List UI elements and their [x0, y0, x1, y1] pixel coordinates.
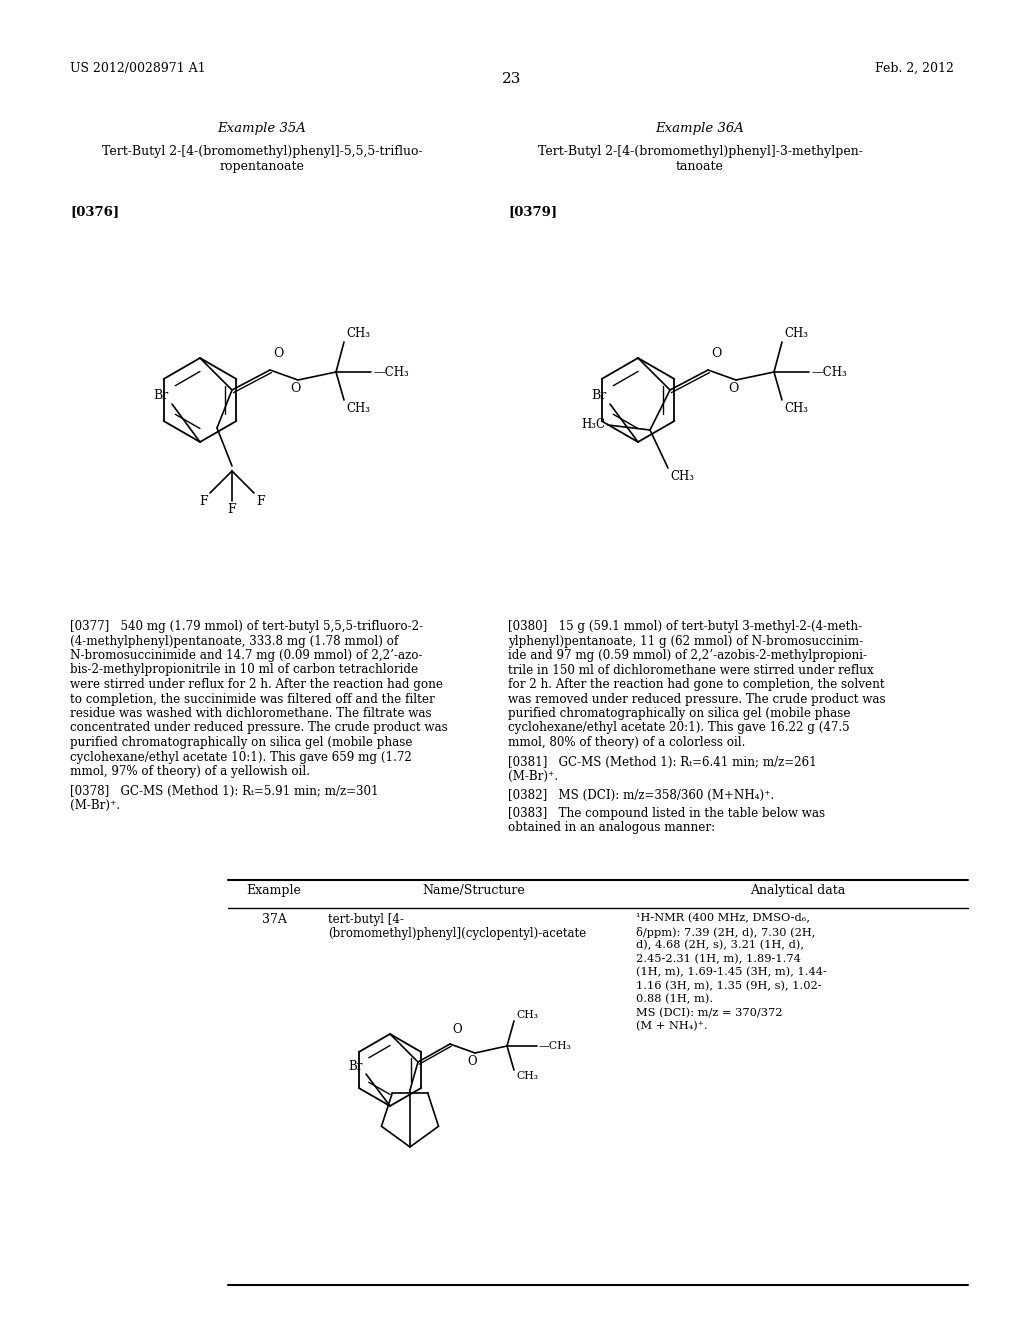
Text: CH₃: CH₃ [784, 403, 808, 414]
Text: F: F [227, 503, 237, 516]
Text: O: O [290, 381, 300, 395]
Text: ide and 97 mg (0.59 mmol) of 2,2’-azobis-2-methylpropioni-: ide and 97 mg (0.59 mmol) of 2,2’-azobis… [508, 649, 867, 663]
Text: —CH₃: —CH₃ [811, 366, 847, 379]
Text: to completion, the succinimide was filtered off and the filter: to completion, the succinimide was filte… [70, 693, 435, 705]
Text: (bromomethyl)phenyl](cyclopentyl)-acetate: (bromomethyl)phenyl](cyclopentyl)-acetat… [328, 927, 586, 940]
Text: —CH₃: —CH₃ [539, 1041, 571, 1051]
Text: Br: Br [348, 1060, 362, 1073]
Text: Feb. 2, 2012: Feb. 2, 2012 [876, 62, 954, 75]
Text: ¹H-NMR (400 MHz, DMSO-d₆,: ¹H-NMR (400 MHz, DMSO-d₆, [636, 913, 810, 924]
Text: 23: 23 [503, 73, 521, 86]
Text: obtained in an analogous manner:: obtained in an analogous manner: [508, 821, 715, 834]
Text: O: O [452, 1023, 462, 1036]
Text: 2.45-2.31 (1H, m), 1.89-1.74: 2.45-2.31 (1H, m), 1.89-1.74 [636, 953, 801, 964]
Text: [0381]   GC-MS (Method 1): Rₜ=6.41 min; m/z=261: [0381] GC-MS (Method 1): Rₜ=6.41 min; m/… [508, 755, 817, 768]
Text: purified chromatographically on silica gel (mobile phase: purified chromatographically on silica g… [508, 708, 851, 719]
Text: 0.88 (1H, m).: 0.88 (1H, m). [636, 994, 713, 1005]
Text: [0382]   MS (DCI): m/z=358/360 (M+NH₄)⁺.: [0382] MS (DCI): m/z=358/360 (M+NH₄)⁺. [508, 788, 774, 801]
Text: concentrated under reduced pressure. The crude product was: concentrated under reduced pressure. The… [70, 722, 447, 734]
Text: tanoate: tanoate [676, 160, 724, 173]
Text: [0380]   15 g (59.1 mmol) of tert-butyl 3-methyl-2-(4-meth-: [0380] 15 g (59.1 mmol) of tert-butyl 3-… [508, 620, 862, 634]
Text: [0378]   GC-MS (Method 1): Rₜ=5.91 min; m/z=301: [0378] GC-MS (Method 1): Rₜ=5.91 min; m/… [70, 784, 379, 797]
Text: Analytical data: Analytical data [751, 884, 846, 898]
Text: mmol, 97% of theory) of a yellowish oil.: mmol, 97% of theory) of a yellowish oil. [70, 766, 310, 777]
Text: CH₃: CH₃ [346, 403, 370, 414]
Text: —CH₃: —CH₃ [373, 366, 409, 379]
Text: Tert-Butyl 2-[4-(bromomethyl)phenyl]-3-methylpen-: Tert-Butyl 2-[4-(bromomethyl)phenyl]-3-m… [538, 145, 862, 158]
Text: ropentanoate: ropentanoate [219, 160, 304, 173]
Text: MS (DCI): m/z = 370/372: MS (DCI): m/z = 370/372 [636, 1007, 782, 1018]
Text: US 2012/0028971 A1: US 2012/0028971 A1 [70, 62, 206, 75]
Text: were stirred under reflux for 2 h. After the reaction had gone: were stirred under reflux for 2 h. After… [70, 678, 443, 690]
Text: Br: Br [154, 389, 169, 403]
Text: cyclohexane/ethyl acetate 20:1). This gave 16.22 g (47.5: cyclohexane/ethyl acetate 20:1). This ga… [508, 722, 850, 734]
Text: O: O [273, 347, 284, 360]
Text: (M + NH₄)⁺.: (M + NH₄)⁺. [636, 1020, 708, 1031]
Text: [0379]: [0379] [508, 205, 557, 218]
Text: (4-methylphenyl)pentanoate, 333.8 mg (1.78 mmol) of: (4-methylphenyl)pentanoate, 333.8 mg (1.… [70, 635, 398, 648]
Text: Br: Br [592, 389, 607, 403]
Text: trile in 150 ml of dichloromethane were stirred under reflux: trile in 150 ml of dichloromethane were … [508, 664, 873, 676]
Text: [0377]   540 mg (1.79 mmol) of tert-butyl 5,5,5-trifluoro-2-: [0377] 540 mg (1.79 mmol) of tert-butyl … [70, 620, 423, 634]
Text: (M-Br)⁺.: (M-Br)⁺. [70, 799, 120, 812]
Text: H₃C: H₃C [581, 418, 605, 432]
Text: δ/ppm): 7.39 (2H, d), 7.30 (2H,: δ/ppm): 7.39 (2H, d), 7.30 (2H, [636, 927, 815, 937]
Text: Name/Structure: Name/Structure [423, 884, 525, 898]
Text: CH₃: CH₃ [346, 327, 370, 341]
Text: F: F [200, 495, 208, 508]
Text: N-bromosuccinimide and 14.7 mg (0.09 mmol) of 2,2’-azo-: N-bromosuccinimide and 14.7 mg (0.09 mmo… [70, 649, 423, 663]
Text: 1.16 (3H, m), 1.35 (9H, s), 1.02-: 1.16 (3H, m), 1.35 (9H, s), 1.02- [636, 981, 821, 991]
Text: CH₃: CH₃ [516, 1071, 538, 1081]
Text: Example 36A: Example 36A [655, 121, 744, 135]
Text: residue was washed with dichloromethane. The filtrate was: residue was washed with dichloromethane.… [70, 708, 432, 719]
Text: cyclohexane/ethyl acetate 10:1). This gave 659 mg (1.72: cyclohexane/ethyl acetate 10:1). This ga… [70, 751, 412, 763]
Text: 37A: 37A [261, 913, 287, 927]
Text: tert-butyl [4-: tert-butyl [4- [328, 913, 403, 927]
Text: F: F [256, 495, 264, 508]
Text: O: O [728, 381, 738, 395]
Text: for 2 h. After the reaction had gone to completion, the solvent: for 2 h. After the reaction had gone to … [508, 678, 885, 690]
Text: Example: Example [247, 884, 301, 898]
Text: (M-Br)⁺.: (M-Br)⁺. [508, 770, 558, 783]
Text: CH₃: CH₃ [516, 1010, 538, 1020]
Text: d), 4.68 (2H, s), 3.21 (1H, d),: d), 4.68 (2H, s), 3.21 (1H, d), [636, 940, 804, 950]
Text: bis-2-methylpropionitrile in 10 ml of carbon tetrachloride: bis-2-methylpropionitrile in 10 ml of ca… [70, 664, 418, 676]
Text: CH₃: CH₃ [784, 327, 808, 341]
Text: mmol, 80% of theory) of a colorless oil.: mmol, 80% of theory) of a colorless oil. [508, 737, 745, 748]
Text: O: O [711, 347, 721, 360]
Text: ylphenyl)pentanoate, 11 g (62 mmol) of N-bromosuccinim-: ylphenyl)pentanoate, 11 g (62 mmol) of N… [508, 635, 863, 648]
Text: (1H, m), 1.69-1.45 (3H, m), 1.44-: (1H, m), 1.69-1.45 (3H, m), 1.44- [636, 968, 826, 977]
Text: Example 35A: Example 35A [217, 121, 306, 135]
Text: CH₃: CH₃ [670, 470, 694, 483]
Text: [0376]: [0376] [70, 205, 119, 218]
Text: Tert-Butyl 2-[4-(bromomethyl)phenyl]-5,5,5-trifluo-: Tert-Butyl 2-[4-(bromomethyl)phenyl]-5,5… [101, 145, 422, 158]
Text: purified chromatographically on silica gel (mobile phase: purified chromatographically on silica g… [70, 737, 413, 748]
Text: was removed under reduced pressure. The crude product was: was removed under reduced pressure. The … [508, 693, 886, 705]
Text: [0383]   The compound listed in the table below was: [0383] The compound listed in the table … [508, 807, 825, 820]
Text: O: O [467, 1055, 477, 1068]
